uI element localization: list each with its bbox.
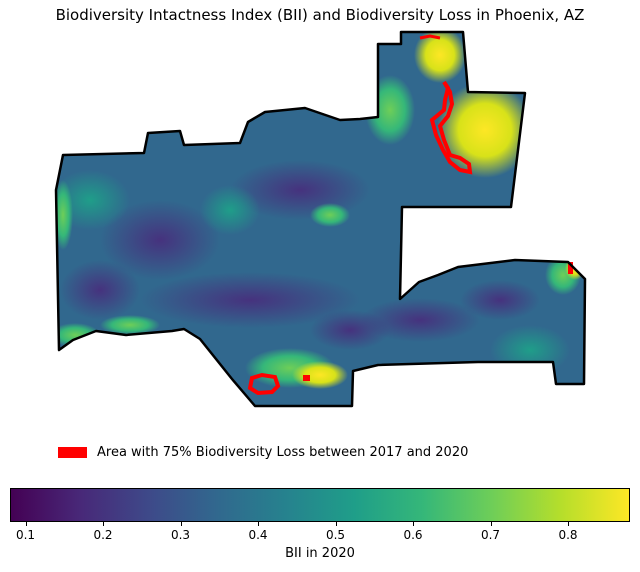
loss-patch-east [568,262,573,274]
colorbar-tick [490,522,492,526]
bii-raster [56,32,585,406]
city-boundary [54,30,587,408]
loss-patch-north [429,80,473,175]
colorbar-ticks: 0.1 0.2 0.3 0.4 0.5 0.6 0.7 0.8 [10,522,630,546]
colorbar-tick [25,522,27,526]
colorbar-tick-label: 0.1 [15,528,36,542]
colorbar-tick [413,522,414,526]
colorbar-tick-label: 0.6 [403,528,423,542]
colorbar-tick [335,522,337,526]
colorbar-tick-label: 0.2 [93,528,113,542]
loss-patch-south [247,372,281,396]
map-legend: Area with 75% Biodiversity Loss between … [58,445,468,460]
colorbar-tick-label: 0.5 [325,528,346,542]
legend-label-loss: Area with 75% Biodiversity Loss between … [97,445,469,460]
colorbar [10,488,630,522]
colorbar-tick-label: 0.7 [480,528,501,542]
loss-patch-south-small [303,375,310,381]
colorbar-label: BII in 2020 [285,546,355,561]
colorbar-tick-label: 0.3 [170,528,191,542]
loss-areas [247,34,573,396]
loss-patch-top [419,34,441,40]
bii-map [54,30,587,408]
colorbar-tick [180,522,182,526]
colorbar-tick [258,522,259,526]
colorbar-tick [103,522,104,526]
map-title: Biodiversity Intactness Index (BII) and … [55,6,585,24]
colorbar-tick-label: 0.4 [248,528,268,542]
colorbar-tick [568,522,569,526]
colorbar-tick-label: 0.8 [558,528,578,542]
legend-swatch-loss [58,447,87,458]
